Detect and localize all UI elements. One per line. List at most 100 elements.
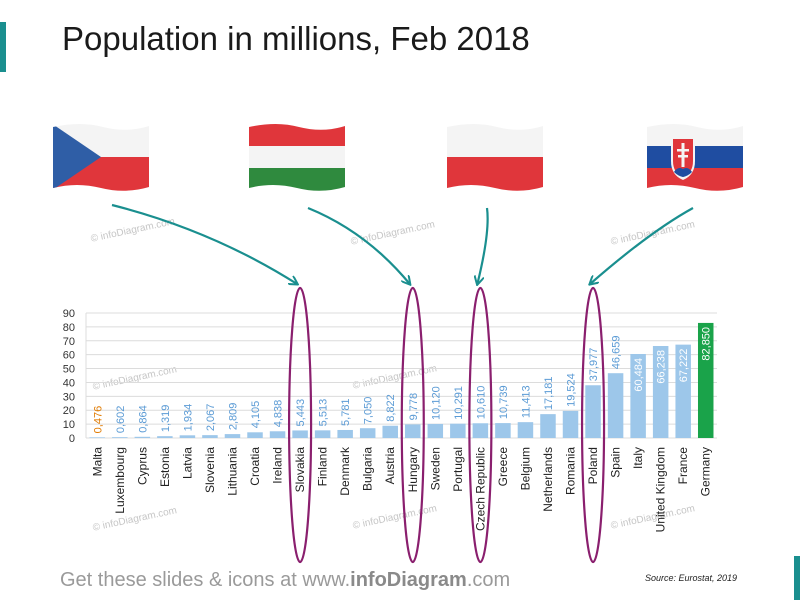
value-label: 0,476 [92,406,104,434]
value-label: 66,238 [656,350,668,384]
footer-brand: infoDiagram [350,569,467,591]
x-tick-label: Spain [609,447,623,478]
value-label: 5,443 [295,399,307,427]
footer-prefix: Get these slides & icons at www. [60,569,351,591]
x-tick-label: Romania [564,447,578,495]
arrow-connector [590,207,694,284]
x-tick-label: Finland [316,447,330,486]
y-tick-label: 0 [69,433,75,445]
x-tick-label: Cyprus [135,447,149,485]
bar [630,353,646,438]
flag-arrows [111,203,694,284]
x-tick-label: Estonia [158,447,172,487]
y-tick-label: 80 [63,322,75,334]
x-tick-label: Italy [631,447,645,469]
bar [405,424,421,438]
right-accent-bar [794,556,800,600]
value-label: 17,181 [543,376,555,410]
bar-series [89,322,714,438]
value-label: 7,050 [363,397,375,425]
slovakia-flag-icon [647,124,743,191]
value-label: 4,838 [273,400,285,428]
arrow-connector [111,203,297,284]
x-tick-label: Germany [699,447,713,496]
x-tick-label: Slovenia [203,447,217,493]
x-tick-label: Greece [496,447,510,487]
x-tick-label: Malta [90,447,104,477]
bar [89,437,106,438]
x-tick-label: Czech Republic [473,447,487,531]
bar [337,429,353,438]
x-tick-label: Luxembourg [113,447,127,514]
value-label: 60,484 [633,358,645,392]
bar [382,425,398,438]
value-label: 19,524 [566,373,578,407]
source-note: Source: Eurostat, 2019 [645,573,738,583]
x-tick-label: Sweden [428,447,442,490]
bar [495,423,511,438]
arrow-connector [477,207,489,284]
bar [562,410,579,438]
bar [247,432,263,438]
hungary-flag-icon [249,124,345,191]
value-label: 1,319 [160,405,172,433]
czech-flag-icon [53,124,149,191]
bar [675,344,691,438]
highlight-ellipse [287,286,313,564]
bar [607,373,624,438]
x-tick-label: France [676,447,690,485]
bar [517,422,534,438]
value-label: 9,778 [408,393,420,421]
footer-promo: Get these slides & icons at www.infoDiag… [60,569,510,592]
x-tick-label: Netherlands [541,447,555,512]
value-label: 2,809 [227,403,239,431]
value-label: 82,850 [701,327,713,361]
bar [269,431,286,438]
x-axis-labels: Malta Luxembourg Cyprus Estonia Latvia Sloven… [90,446,712,532]
bar [427,423,444,438]
value-label: 10,120 [430,386,442,420]
bar [202,435,218,438]
value-label: 10,739 [498,385,510,419]
value-labels: 0,476 0,602 0,864 1,319 1,934 2,067 2,809 4,105… [92,327,712,433]
bar [134,436,151,438]
value-label: 10,610 [475,386,487,420]
value-label: 4,105 [250,401,262,429]
highlight-ellipses [287,286,606,564]
y-tick-label: 40 [63,377,75,389]
footer-suffix: .com [466,569,511,591]
value-label: 2,067 [205,404,217,432]
bar [157,436,173,438]
bar [112,437,128,438]
bar [472,423,489,438]
value-label: 67,222 [678,349,690,383]
value-label: 0,864 [137,405,149,433]
bar [652,346,669,438]
x-tick-label: Belgium [518,447,532,490]
y-tick-label: 30 [63,391,75,403]
poland-flag-icon [447,124,543,191]
x-tick-label: Denmark [338,446,352,496]
value-label: 37,977 [588,348,600,382]
x-tick-label: Hungary [406,447,420,492]
y-tick-label: 50 [63,364,75,376]
x-tick-label: Ireland [271,447,285,484]
y-tick-label: 20 [63,405,75,417]
left-accent-bar [0,22,6,72]
bar [450,423,466,438]
x-tick-label: United Kingdom [654,447,668,532]
x-tick-label: Croatia [248,447,262,486]
bar [359,428,376,438]
bar [314,430,331,438]
value-label: 1,934 [182,404,194,432]
value-label: 46,659 [611,336,623,370]
arrow-connector [307,206,410,284]
x-tick-label: Latvia [180,447,194,479]
bar [224,434,241,438]
value-label: 11,413 [520,385,532,418]
value-label: 10,291 [453,386,465,420]
x-tick-label: Austria [383,447,397,485]
